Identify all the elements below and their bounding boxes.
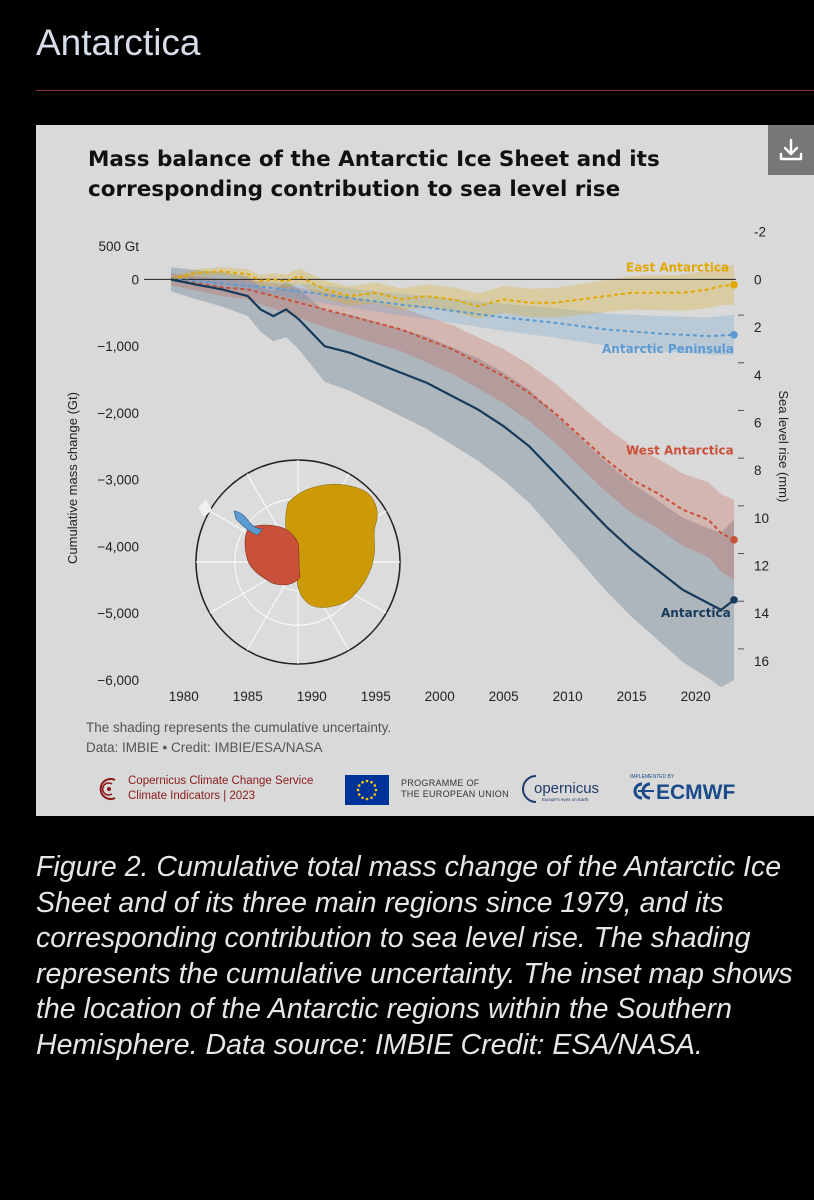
- west-antarctica-region: [244, 524, 301, 586]
- series-end-marker-west-antarctica: [730, 535, 738, 544]
- series-label-antarctic-peninsula: Antarctic Peninsula: [602, 342, 734, 356]
- figure-caption: Figure 2. Cumulative total mass change o…: [36, 851, 793, 1061]
- uncertainty-note: The shading represents the cumulative un…: [86, 720, 392, 735]
- x-tick-label: 1985: [233, 689, 263, 704]
- series-end-marker-east-antarctica: [730, 280, 738, 289]
- ecmwf-mark-icon: [633, 782, 654, 800]
- series-end-marker-antarctica: [730, 596, 738, 604]
- copernicus-c-icon: [522, 775, 537, 803]
- y-tick-label: −4,000: [97, 539, 139, 554]
- antarctic-peninsula-region: [233, 510, 263, 536]
- eu-star: [373, 793, 377, 796]
- copernicus-logo: opernicus Europe's eyes on Earth: [520, 772, 620, 811]
- c3s-subtitle: Climate Indicators | 2023: [128, 790, 255, 802]
- y2-tick-label: 12: [754, 559, 769, 574]
- series-line-antarctica: [170, 278, 735, 612]
- eu-star: [365, 779, 369, 783]
- eu-star: [357, 784, 361, 787]
- ecmwf-logo: IMPLEMENTED BY ECMWF: [628, 770, 758, 811]
- y2-tick-label: 16: [754, 654, 769, 669]
- y2-tick-label: 2: [754, 320, 762, 335]
- eu-flag-icon: [345, 775, 389, 805]
- eu-star: [374, 788, 378, 792]
- y2-tick-label: -2: [754, 225, 766, 240]
- chart-title: Mass balance of the Antarctic Ice Sheet …: [88, 145, 708, 205]
- x-tick-label: 2000: [425, 689, 455, 704]
- download-button[interactable]: [768, 125, 814, 175]
- uncertainty-band-antarctic-peninsula: [171, 276, 734, 355]
- eu-star: [357, 793, 361, 796]
- y-tick-label: 500 Gt: [98, 239, 139, 254]
- eu-star: [373, 784, 377, 787]
- y2-tick-label: 14: [754, 606, 770, 621]
- eu-star: [370, 796, 373, 800]
- c3s-mark-icon: [99, 778, 116, 800]
- eu-line-1: PROGRAMME OF: [401, 778, 480, 788]
- data-source-note: Data: IMBIE • Credit: IMBIE/ESA/NASA: [86, 740, 323, 755]
- y2-axis-label: Sea level rise (mm): [776, 390, 791, 502]
- uncertainty-band-antarctica: [171, 267, 734, 688]
- y2-tick-label: 8: [754, 463, 762, 478]
- y-tick-label: 0: [131, 272, 139, 287]
- eu-star: [361, 780, 364, 784]
- series-label-east-antarctica: East Antarctica: [626, 260, 729, 274]
- y2-tick-label: 6: [754, 415, 762, 430]
- x-tick-label: 2005: [489, 689, 519, 704]
- inset-map: [195, 459, 401, 665]
- y2-tick-label: 0: [754, 272, 762, 287]
- eu-star: [365, 797, 369, 801]
- x-tick-label: 2010: [553, 689, 583, 704]
- map-land-fragment: [198, 500, 212, 517]
- y-tick-label: −6,000: [97, 673, 139, 688]
- ecmwf-implemented-by: IMPLEMENTED BY: [630, 774, 675, 780]
- mass-balance-chart: East Antarctica Antarctic Peninsula West A…: [65, 225, 791, 704]
- series-label-antarctica: Antarctica: [661, 606, 731, 620]
- download-icon: [779, 138, 803, 161]
- series-line-west-antarctica: [170, 278, 735, 541]
- y-tick-label: −3,000: [97, 473, 139, 488]
- y-tick-label: −5,000: [97, 606, 139, 621]
- chart-title-line-2: corresponding contribution to sea level …: [88, 177, 621, 202]
- uncertainty-band-east-antarctica: [171, 264, 734, 319]
- heading-divider: [36, 90, 814, 91]
- eu-programme-text: PROGRAMME OF THE EUROPEAN UNION: [401, 778, 509, 800]
- uncertainty-band-west-antarctica: [171, 273, 734, 580]
- series-line-antarctic-peninsula: [170, 278, 735, 338]
- x-tick-label: 1990: [297, 689, 327, 704]
- series-end-marker-antarctic-peninsula: [730, 331, 738, 339]
- y2-tick-label: 4: [754, 368, 762, 383]
- y-axis-label: Cumulative mass change (Gt): [65, 392, 80, 564]
- copernicus-wordmark: opernicus: [534, 780, 599, 797]
- x-tick-label: 2020: [681, 689, 711, 704]
- chart-title-line-1: Mass balance of the Antarctic Ice Sheet …: [88, 147, 660, 172]
- page-heading: Antarctica: [36, 22, 201, 63]
- logo-strip: Copernicus Climate Change Service Climat…: [36, 770, 814, 810]
- y2-tick-label: 10: [754, 511, 769, 526]
- c3s-name: Copernicus Climate Change Service: [128, 775, 314, 787]
- eu-line-2: THE EUROPEAN UNION: [401, 789, 509, 799]
- x-tick-label: 1980: [169, 689, 199, 704]
- eu-star: [370, 780, 373, 784]
- x-tick-label: 1995: [361, 689, 391, 704]
- ecmwf-wordmark: ECMWF: [656, 781, 735, 804]
- figure-card: East Antarctica Antarctic Peninsula West A…: [36, 125, 814, 816]
- copernicus-tagline: Europe's eyes on Earth: [542, 797, 589, 802]
- y-tick-label: −1,000: [97, 339, 139, 354]
- eu-star: [356, 788, 360, 792]
- c3s-logo: Copernicus Climate Change Service Climat…: [98, 774, 313, 804]
- eu-star: [361, 796, 364, 800]
- y-tick-label: −2,000: [97, 406, 139, 421]
- series-label-west-antarctica: West Antarctica: [626, 443, 734, 457]
- x-tick-label: 2015: [617, 689, 647, 704]
